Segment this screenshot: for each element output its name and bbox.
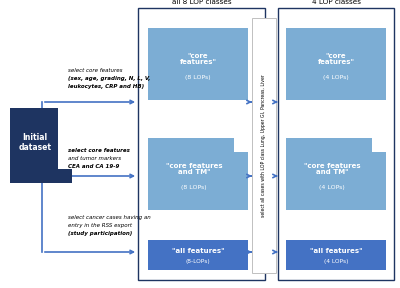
Bar [148, 28, 248, 100]
Text: (4 LOPs): (4 LOPs) [323, 75, 349, 81]
Text: select core features: select core features [68, 68, 122, 73]
Text: "all features": "all features" [310, 248, 362, 254]
Bar [278, 8, 394, 280]
Text: (sex, age, grading, N, L, V,: (sex, age, grading, N, L, V, [68, 76, 150, 81]
Text: (4 LOPs): (4 LOPs) [319, 185, 345, 190]
Bar [252, 18, 276, 273]
Text: "core features
and TM": "core features and TM" [304, 162, 360, 175]
Text: "core
features": "core features" [318, 52, 354, 65]
Text: "core features
and TM": "core features and TM" [166, 162, 222, 175]
Polygon shape [286, 138, 386, 210]
Text: 3 datasets with
4 LOP classes: 3 datasets with 4 LOP classes [308, 0, 364, 5]
Bar [286, 28, 386, 100]
Polygon shape [10, 108, 72, 183]
Text: (8-LOPs): (8-LOPs) [186, 259, 210, 264]
Text: 3 datasets with
all 8 LOP classes: 3 datasets with all 8 LOP classes [172, 0, 231, 5]
Text: select cancer cases having an: select cancer cases having an [68, 215, 151, 220]
Text: "core
features": "core features" [180, 52, 216, 65]
Polygon shape [148, 138, 248, 210]
Text: entry in the RSS export: entry in the RSS export [68, 223, 132, 228]
Text: select core features: select core features [68, 148, 130, 153]
Text: (4 LOPs): (4 LOPs) [324, 259, 348, 264]
Text: Initial
dataset: Initial dataset [18, 133, 52, 152]
Bar [148, 240, 248, 270]
Text: and tumor markers: and tumor markers [68, 156, 121, 161]
Text: (8 LOPs): (8 LOPs) [181, 185, 207, 190]
Text: select all cases with LOP class Lung, Upper GI, Pancreas, Liver: select all cases with LOP class Lung, Up… [262, 74, 266, 217]
Bar [138, 8, 265, 280]
Text: "all features": "all features" [172, 248, 224, 254]
Text: CEA and CA 19-9: CEA and CA 19-9 [68, 164, 119, 169]
Text: (8 LOPs): (8 LOPs) [185, 75, 211, 81]
Bar [286, 240, 386, 270]
Text: (study participation): (study participation) [68, 231, 132, 236]
Text: leukocytes, CRP and HB): leukocytes, CRP and HB) [68, 84, 144, 89]
